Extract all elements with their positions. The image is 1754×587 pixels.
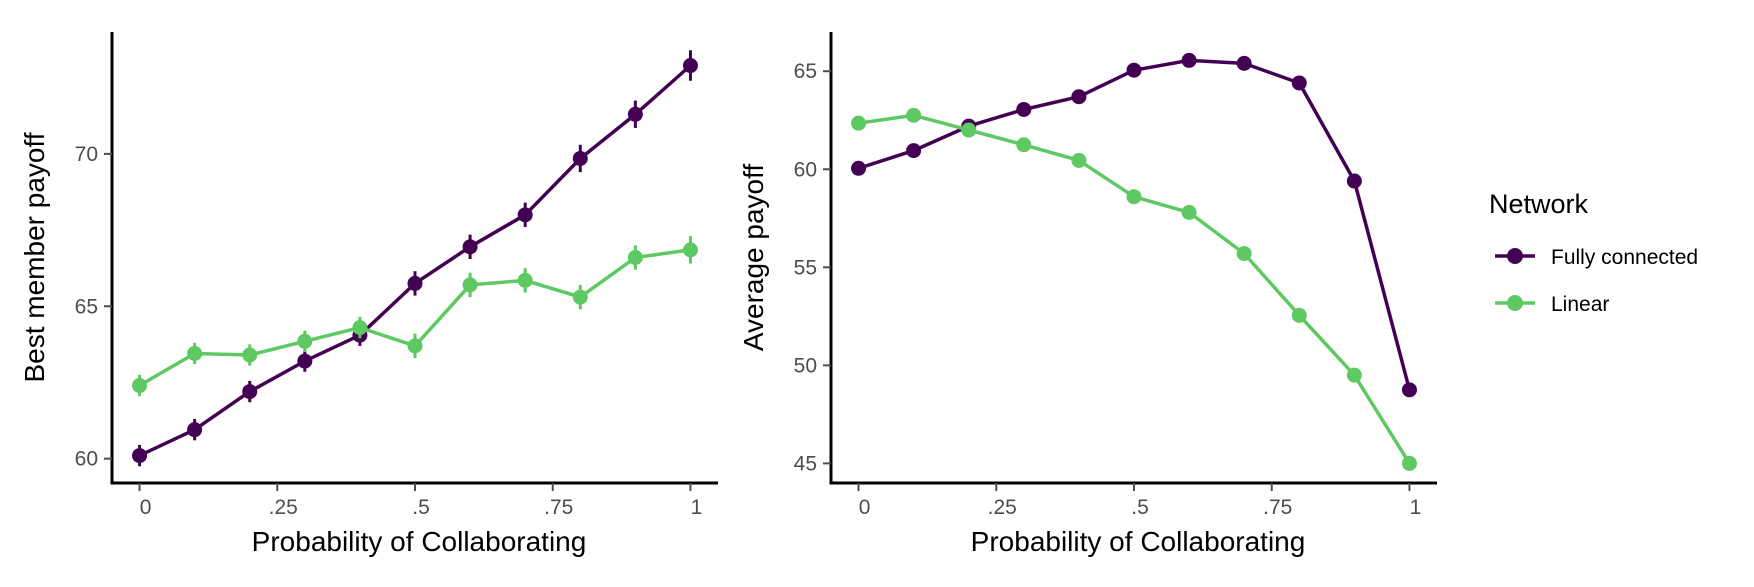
data-point-fully-connected — [242, 384, 258, 400]
series-line-linear — [138, 248, 691, 388]
y-tick-label: 65 — [794, 60, 817, 83]
x-axis-title: Probability of Collaborating — [971, 526, 1306, 557]
data-point-linear — [906, 107, 922, 123]
x-tick-label: .75 — [1263, 496, 1292, 519]
y-tick-label: 60 — [794, 158, 817, 181]
data-point-fully-connected — [462, 239, 478, 255]
y-tick-label: 70 — [75, 143, 98, 166]
data-point-linear — [572, 289, 588, 305]
data-point-fully-connected — [1126, 62, 1142, 78]
left-panel-best-member-payoff: 0 .25 .5 .75 1 60 65 70 Probability of Collabora… — [19, 32, 718, 557]
data-point-fully-connected — [851, 160, 867, 176]
data-point-fully-connected — [187, 422, 203, 438]
data-point-linear — [352, 320, 368, 336]
y-tick-label: 45 — [794, 452, 817, 475]
data-point-fully-connected — [132, 448, 148, 464]
legend: Network Fully connected Linear — [1489, 189, 1698, 316]
data-point-linear — [961, 122, 977, 138]
data-point-linear — [1126, 189, 1142, 205]
x-tick-label: .75 — [544, 496, 573, 519]
data-point-linear — [297, 333, 313, 349]
data-point-fully-connected — [1346, 173, 1362, 189]
data-point-linear — [517, 272, 533, 288]
data-point-linear — [1181, 204, 1197, 220]
data-point-fully-connected — [1071, 89, 1087, 105]
data-point-fully-connected — [1181, 52, 1197, 68]
data-point-linear — [1016, 137, 1032, 153]
data-point-linear — [462, 277, 478, 293]
series-line-fully-connected — [138, 64, 692, 458]
data-point-fully-connected — [906, 143, 922, 159]
x-tick-label: 0 — [140, 496, 152, 519]
x-tick-label: 1 — [691, 496, 703, 519]
data-point-fully-connected — [627, 106, 643, 122]
y-axis-title: Best member payoff — [19, 132, 50, 382]
legend-label-fully-connected: Fully connected — [1551, 246, 1698, 269]
legend-key-point-linear — [1507, 295, 1523, 311]
y-tick-label: 55 — [794, 256, 817, 279]
data-point-linear — [1401, 455, 1417, 471]
data-point-linear — [1071, 152, 1087, 168]
x-tick-label: 1 — [1410, 496, 1422, 519]
data-point-fully-connected — [1016, 101, 1032, 117]
data-point-linear — [1236, 246, 1252, 262]
data-point-fully-connected — [682, 58, 698, 74]
data-point-linear — [627, 250, 643, 265]
x-tick-label: .5 — [412, 496, 430, 519]
data-point-fully-connected — [517, 207, 533, 223]
data-point-linear — [682, 242, 698, 258]
data-point-linear — [242, 347, 258, 363]
data-point-fully-connected — [407, 275, 423, 291]
y-tick-label: 50 — [794, 354, 817, 377]
legend-entry-fully-connected: Fully connected — [1495, 246, 1698, 269]
series-line-fully-connected — [857, 58, 1412, 391]
data-point-fully-connected — [297, 353, 313, 369]
data-point-fully-connected — [1236, 55, 1252, 71]
y-tick-label: 65 — [75, 295, 98, 318]
x-tick-label: .25 — [988, 496, 1017, 519]
y-tick-label: 60 — [75, 448, 98, 471]
legend-label-linear: Linear — [1551, 293, 1609, 316]
data-point-fully-connected — [1291, 75, 1307, 91]
x-tick-label: .5 — [1131, 496, 1149, 519]
legend-key-point-fully-connected — [1507, 248, 1523, 264]
x-axis-title: Probability of Collaborating — [252, 526, 587, 557]
data-point-linear — [407, 338, 423, 354]
data-point-linear — [1346, 367, 1362, 383]
data-point-linear — [1291, 307, 1307, 323]
data-point-linear — [132, 377, 148, 393]
right-panel-average-payoff: 0 .25 .5 .75 1 45 50 55 60 65 Probability of Colla… — [738, 32, 1437, 557]
data-point-fully-connected — [572, 150, 588, 166]
legend-entry-linear: Linear — [1495, 293, 1609, 316]
data-point-linear — [187, 345, 203, 361]
legend-title: Network — [1489, 189, 1589, 219]
y-axis-title: Average payoff — [738, 164, 769, 352]
x-tick-label: .25 — [269, 496, 298, 519]
data-point-fully-connected — [1401, 382, 1417, 398]
series-line-linear — [858, 113, 1411, 465]
data-point-linear — [851, 115, 867, 131]
x-tick-label: 0 — [859, 496, 871, 519]
